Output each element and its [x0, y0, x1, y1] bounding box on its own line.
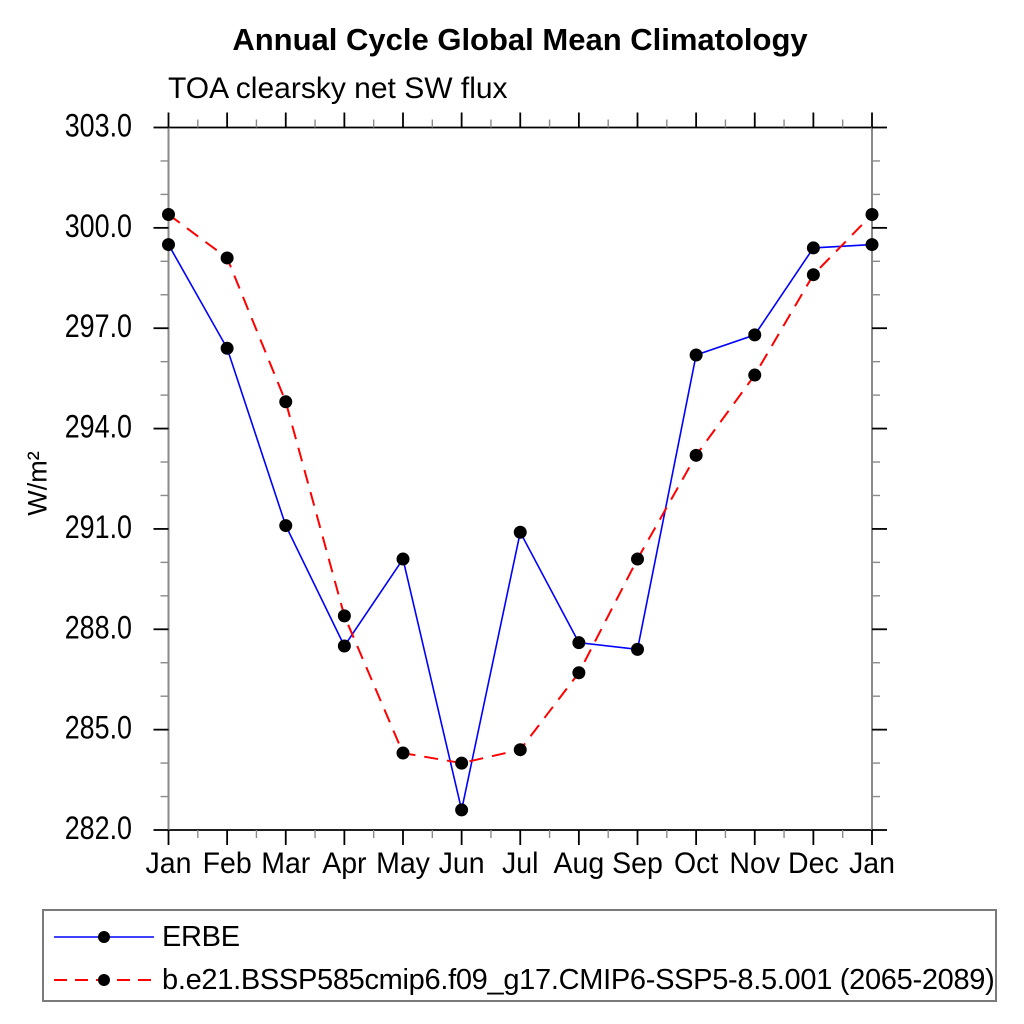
legend-marker-model	[98, 974, 110, 986]
data-point-s0-Nov	[748, 328, 762, 342]
x-tick-label: Jun	[439, 847, 485, 880]
data-point-s0-Jun	[455, 803, 469, 817]
data-point-s1-Oct	[689, 448, 703, 462]
data-point-s0-Feb	[220, 341, 234, 355]
chart-subtitle: TOA clearsky net SW flux	[168, 72, 508, 105]
data-point-s0-Mar	[279, 519, 293, 533]
x-tick-label: Sep	[612, 847, 663, 880]
data-point-s1-Aug	[572, 666, 586, 680]
data-point-s1-Nov	[748, 368, 762, 382]
data-point-s0-Oct	[689, 348, 703, 362]
y-tick-label: 285.0	[65, 710, 132, 746]
x-tick-label: Oct	[674, 847, 718, 880]
data-point-s1-Feb	[220, 251, 234, 265]
legend-label-model: b.e21.BSSP585cmip6.f09_g17.CMIP6-SSP5-8.…	[162, 963, 995, 996]
data-point-s1-May	[396, 746, 410, 760]
data-point-s1-Apr	[337, 609, 351, 623]
legend: ERBE b.e21.BSSP585cmip6.f09_g17.CMIP6-SS…	[42, 909, 997, 1002]
chart-title: Annual Cycle Global Mean Climatology	[232, 22, 808, 57]
y-tick-label: 291.0	[65, 510, 132, 546]
data-point-s0-Sep	[631, 642, 644, 656]
legend-marker-erbe	[98, 931, 110, 943]
legend-item-erbe: ERBE	[48, 919, 240, 955]
legend-item-model: b.e21.BSSP585cmip6.f09_g17.CMIP6-SSP5-8.…	[48, 962, 995, 998]
data-point-s0-Dec	[806, 241, 820, 255]
data-point-s0-Jul	[513, 525, 527, 539]
x-tick-label: Jan	[146, 847, 192, 880]
data-point-s0-May	[396, 552, 410, 566]
legend-sample-line-erbe	[54, 931, 154, 943]
x-tick-label: Jul	[502, 847, 538, 880]
x-tick-label: Jan	[849, 847, 895, 880]
y-tick-label: 294.0	[65, 409, 132, 445]
data-point-s0-Aug	[572, 636, 586, 650]
x-tick-label: Aug	[554, 847, 605, 880]
y-tick-label: 303.0	[65, 108, 132, 144]
y-tick-label: 282.0	[65, 811, 132, 847]
y-tick-label: 288.0	[65, 610, 132, 646]
y-tick-label: 297.0	[65, 309, 132, 345]
data-point-s1-Dec	[806, 268, 820, 282]
x-tick-label: Mar	[261, 847, 310, 880]
data-point-s1-Jan	[162, 207, 175, 221]
x-tick-label: Nov	[729, 847, 780, 880]
x-tick-label: Apr	[322, 847, 367, 880]
legend-sample-line-model	[54, 974, 154, 986]
x-tick-label: Dec	[788, 847, 839, 880]
data-point-s0-Jan	[162, 238, 175, 252]
x-tick-label: May	[376, 847, 430, 880]
data-point-s1-Jul	[513, 743, 527, 757]
data-point-s1-Jan	[865, 207, 879, 221]
data-point-s0-Jan	[865, 238, 879, 252]
data-point-s1-Sep	[631, 552, 644, 566]
legend-label-erbe: ERBE	[162, 920, 240, 953]
data-point-s0-Apr	[337, 639, 351, 653]
y-tick-label: 300.0	[65, 209, 132, 245]
data-point-s1-Jun	[455, 756, 469, 770]
x-tick-label: Feb	[203, 847, 252, 880]
data-point-s1-Mar	[279, 395, 293, 409]
